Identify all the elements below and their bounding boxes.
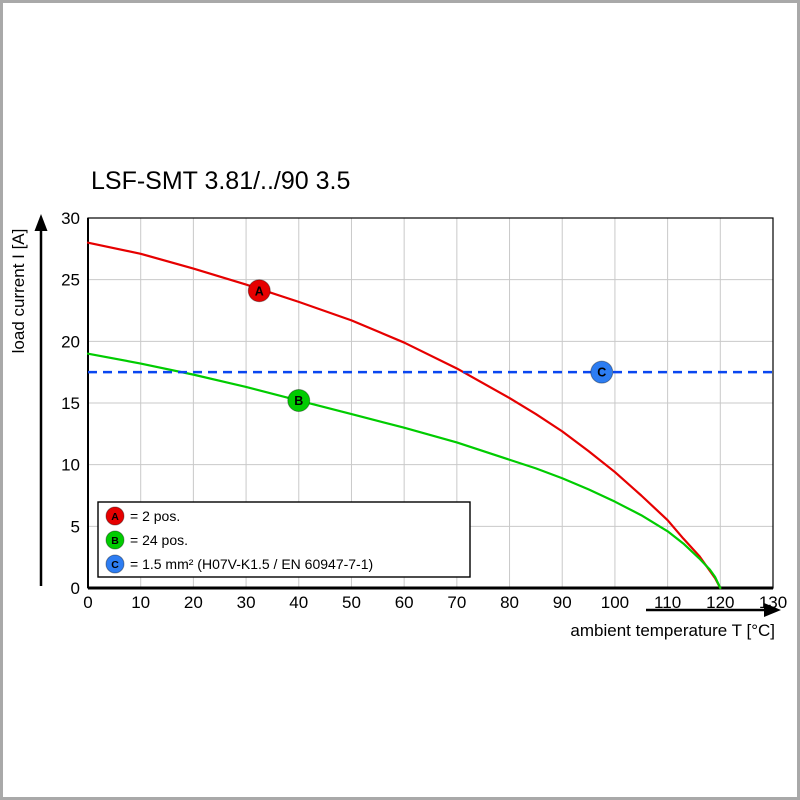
x-tick-label: 90	[553, 593, 572, 612]
x-tick-label: 130	[759, 593, 787, 612]
legend-box	[97, 501, 471, 578]
marker-layer: A B C	[247, 279, 614, 413]
x-tick-label: 60	[395, 593, 414, 612]
x-tick-label: 30	[237, 593, 256, 612]
legend-item-A: A = 2 pos.	[105, 506, 180, 526]
legend-label-C: = 1.5 mm² (H07V-K1.5 / EN 60947-7-1)	[130, 556, 373, 572]
axis-layer	[34, 214, 781, 617]
legend-letter-B: B	[111, 535, 119, 547]
y-tick-label: 25	[61, 271, 80, 290]
y-tick-label: 30	[61, 209, 80, 228]
marker-circle-A	[247, 279, 271, 303]
x-tick-label: 40	[289, 593, 308, 612]
marker-C: C	[590, 360, 614, 384]
x-tick-label: 80	[500, 593, 519, 612]
legend-label-B: = 24 pos.	[130, 532, 188, 548]
legend-badge-B	[105, 530, 125, 550]
marker-circle-C	[590, 360, 614, 384]
derating-chart: LSF-SMT 3.81/../90 3.5 0 10 20 30 40 50 60 70 80…	[9, 167, 787, 640]
x-axis-arrowhead-icon	[764, 603, 781, 617]
legend-layer: A = 2 pos. B = 24 pos. C = 1.5 mm² (H07V-K1.5…	[97, 501, 471, 578]
legend-letter-A: A	[111, 511, 119, 523]
x-axis-label: ambient temperature T [°C]	[570, 621, 775, 640]
tick-label-layer: 0 10 20 30 40 50 60 70 80 90 100 110 120 130 0 5 10 15 20 2…	[61, 209, 787, 612]
marker-letter-C: C	[597, 366, 606, 380]
legend-badge-C	[105, 554, 125, 574]
series-line-B	[86, 352, 722, 590]
legend-item-C: C = 1.5 mm² (H07V-K1.5 / EN 60947-7-1)	[105, 554, 373, 574]
marker-circle-B	[287, 389, 311, 413]
x-tick-label: 20	[184, 593, 203, 612]
x-tick-label: 50	[342, 593, 361, 612]
y-tick-label: 10	[61, 456, 80, 475]
marker-B: B	[287, 389, 311, 413]
x-tick-label: 70	[447, 593, 466, 612]
legend-badge-A	[105, 506, 125, 526]
legend-letter-C: C	[111, 559, 119, 571]
x-tick-label: 100	[601, 593, 629, 612]
legend-label-A: = 2 pos.	[130, 508, 180, 524]
x-tick-label: 120	[706, 593, 734, 612]
y-tick-label: 15	[61, 394, 80, 413]
marker-letter-B: B	[294, 394, 303, 408]
x-tick-label: 10	[131, 593, 150, 612]
legend-item-B: B = 24 pos.	[105, 530, 188, 550]
x-tick-label: 110	[654, 593, 681, 612]
y-tick-label: 5	[71, 517, 80, 536]
y-axis-arrowhead-icon	[34, 214, 48, 231]
chart-title: LSF-SMT 3.81/../90 3.5	[91, 167, 350, 195]
y-axis-label: load current I [A]	[9, 229, 28, 354]
marker-letter-A: A	[255, 284, 264, 298]
marker-A: A	[247, 279, 271, 303]
x-tick-label: 0	[83, 593, 92, 612]
y-tick-label: 0	[71, 579, 80, 598]
y-tick-label: 20	[61, 332, 80, 351]
